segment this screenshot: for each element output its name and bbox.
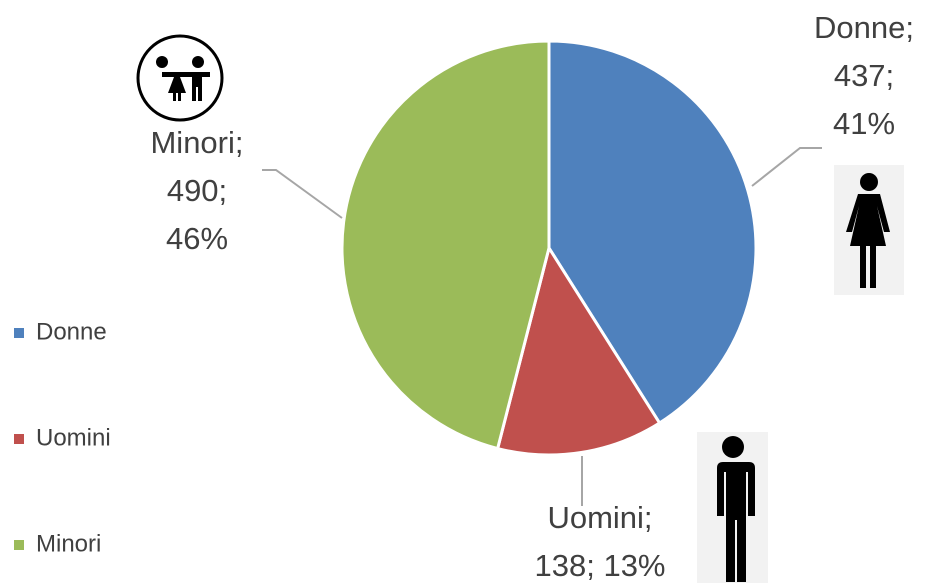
data-label: 41% <box>833 106 895 141</box>
data-label: Donne; <box>814 10 914 45</box>
woman-icon <box>834 165 904 295</box>
data-label: 46% <box>166 221 228 256</box>
data-label: Minori; <box>150 125 243 160</box>
legend-label: Uomini <box>36 424 111 451</box>
legend-label: Donne <box>36 318 107 345</box>
legend-swatch <box>14 434 24 444</box>
data-label: 437; <box>834 58 894 93</box>
data-label: 138; 13% <box>535 548 666 583</box>
leader-line <box>262 169 343 219</box>
pie-slice <box>340 39 551 451</box>
data-label: Uomini; <box>547 500 652 535</box>
legend-swatch <box>14 540 24 550</box>
data-label: 490; <box>167 173 227 208</box>
pie-slice <box>495 244 662 457</box>
children-icon <box>136 34 224 122</box>
leader-line <box>751 147 822 187</box>
legend-swatch <box>14 328 24 338</box>
man-icon <box>697 432 768 583</box>
legend-label: Minori <box>36 530 101 557</box>
